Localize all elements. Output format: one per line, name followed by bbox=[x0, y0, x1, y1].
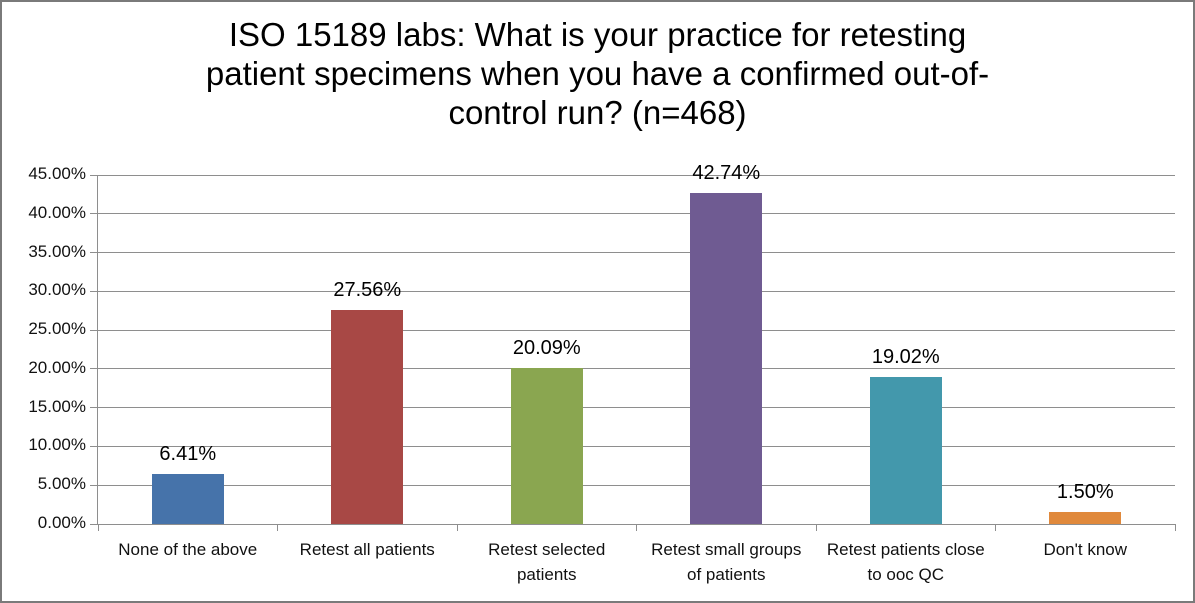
y-axis-label: 30.00% bbox=[28, 280, 86, 300]
x-axis-tick bbox=[456, 524, 458, 531]
y-axis-label: 40.00% bbox=[28, 202, 86, 222]
x-axis-tick bbox=[1174, 524, 1176, 531]
bar-value-label: 6.41% bbox=[159, 443, 217, 466]
chart-title-line-3: control run? (n=468) bbox=[448, 94, 747, 131]
gridline bbox=[98, 368, 1175, 370]
y-axis-tick bbox=[90, 484, 98, 486]
chart-title: ISO 15189 labs: What is your practice fo… bbox=[2, 15, 1193, 132]
x-axis-tick bbox=[97, 524, 99, 531]
y-axis-tick bbox=[90, 523, 98, 525]
bar bbox=[331, 310, 404, 524]
y-axis-label: 20.00% bbox=[28, 357, 86, 377]
bar bbox=[510, 368, 583, 524]
y-axis-tick bbox=[90, 407, 98, 409]
gridline bbox=[98, 484, 1175, 486]
x-axis-tick bbox=[277, 524, 278, 531]
y-axis-tick bbox=[90, 174, 98, 176]
x-axis-label: None of the above bbox=[118, 540, 258, 559]
y-axis-label: 0.00% bbox=[37, 513, 86, 532]
y-axis-tick bbox=[90, 445, 98, 447]
chart-title-line-2: patient specimens when you have a confir… bbox=[205, 55, 990, 92]
gridline bbox=[98, 252, 1175, 254]
y-axis-label: 5.00% bbox=[37, 474, 86, 494]
gridline bbox=[98, 329, 1175, 331]
bar bbox=[690, 192, 763, 524]
gridline bbox=[98, 290, 1175, 292]
bar-value-label: 1.50% bbox=[1056, 481, 1114, 504]
plot-area: 0.00% 5.00% 10.00% 15.00% 20.00% 25.00% 30.00%… bbox=[28, 162, 1176, 584]
x-axis-tick bbox=[995, 524, 996, 531]
bar bbox=[869, 376, 942, 524]
bar-value-label: 19.02% bbox=[871, 345, 940, 368]
x-axis-tick bbox=[815, 524, 817, 531]
y-axis-label: 15.00% bbox=[28, 396, 86, 416]
x-axis-label: Don't know bbox=[1043, 540, 1128, 559]
gridline bbox=[98, 445, 1175, 447]
x-axis-tick bbox=[636, 524, 637, 531]
y-axis-tick bbox=[90, 252, 98, 254]
bar bbox=[1049, 512, 1122, 524]
x-axis-label: Retest patients close to ooc QC bbox=[826, 540, 985, 584]
x-axis-label: Retest small groups of patients bbox=[651, 540, 802, 584]
y-axis-tick bbox=[90, 213, 98, 215]
y-axis-tick bbox=[90, 290, 98, 292]
gridline bbox=[98, 213, 1175, 215]
y-axis-label: 45.00% bbox=[28, 164, 86, 183]
bar bbox=[151, 474, 224, 524]
y-axis-tick bbox=[90, 368, 98, 370]
x-axis-label: Retest selected patients bbox=[488, 540, 606, 584]
gridline bbox=[98, 174, 1175, 176]
bar-value-label: 20.09% bbox=[512, 337, 581, 360]
chart-title-line-1: ISO 15189 labs: What is your practice fo… bbox=[228, 16, 967, 53]
gridline bbox=[98, 407, 1175, 409]
y-axis-label: 35.00% bbox=[28, 241, 86, 261]
bar-value-label: 27.56% bbox=[333, 279, 402, 302]
y-axis-label: 25.00% bbox=[28, 319, 86, 339]
bar-value-label: 42.74% bbox=[692, 161, 761, 184]
x-axis-label: Retest all patients bbox=[299, 540, 435, 559]
y-axis-label: 10.00% bbox=[28, 435, 86, 455]
y-axis-tick bbox=[90, 329, 98, 331]
